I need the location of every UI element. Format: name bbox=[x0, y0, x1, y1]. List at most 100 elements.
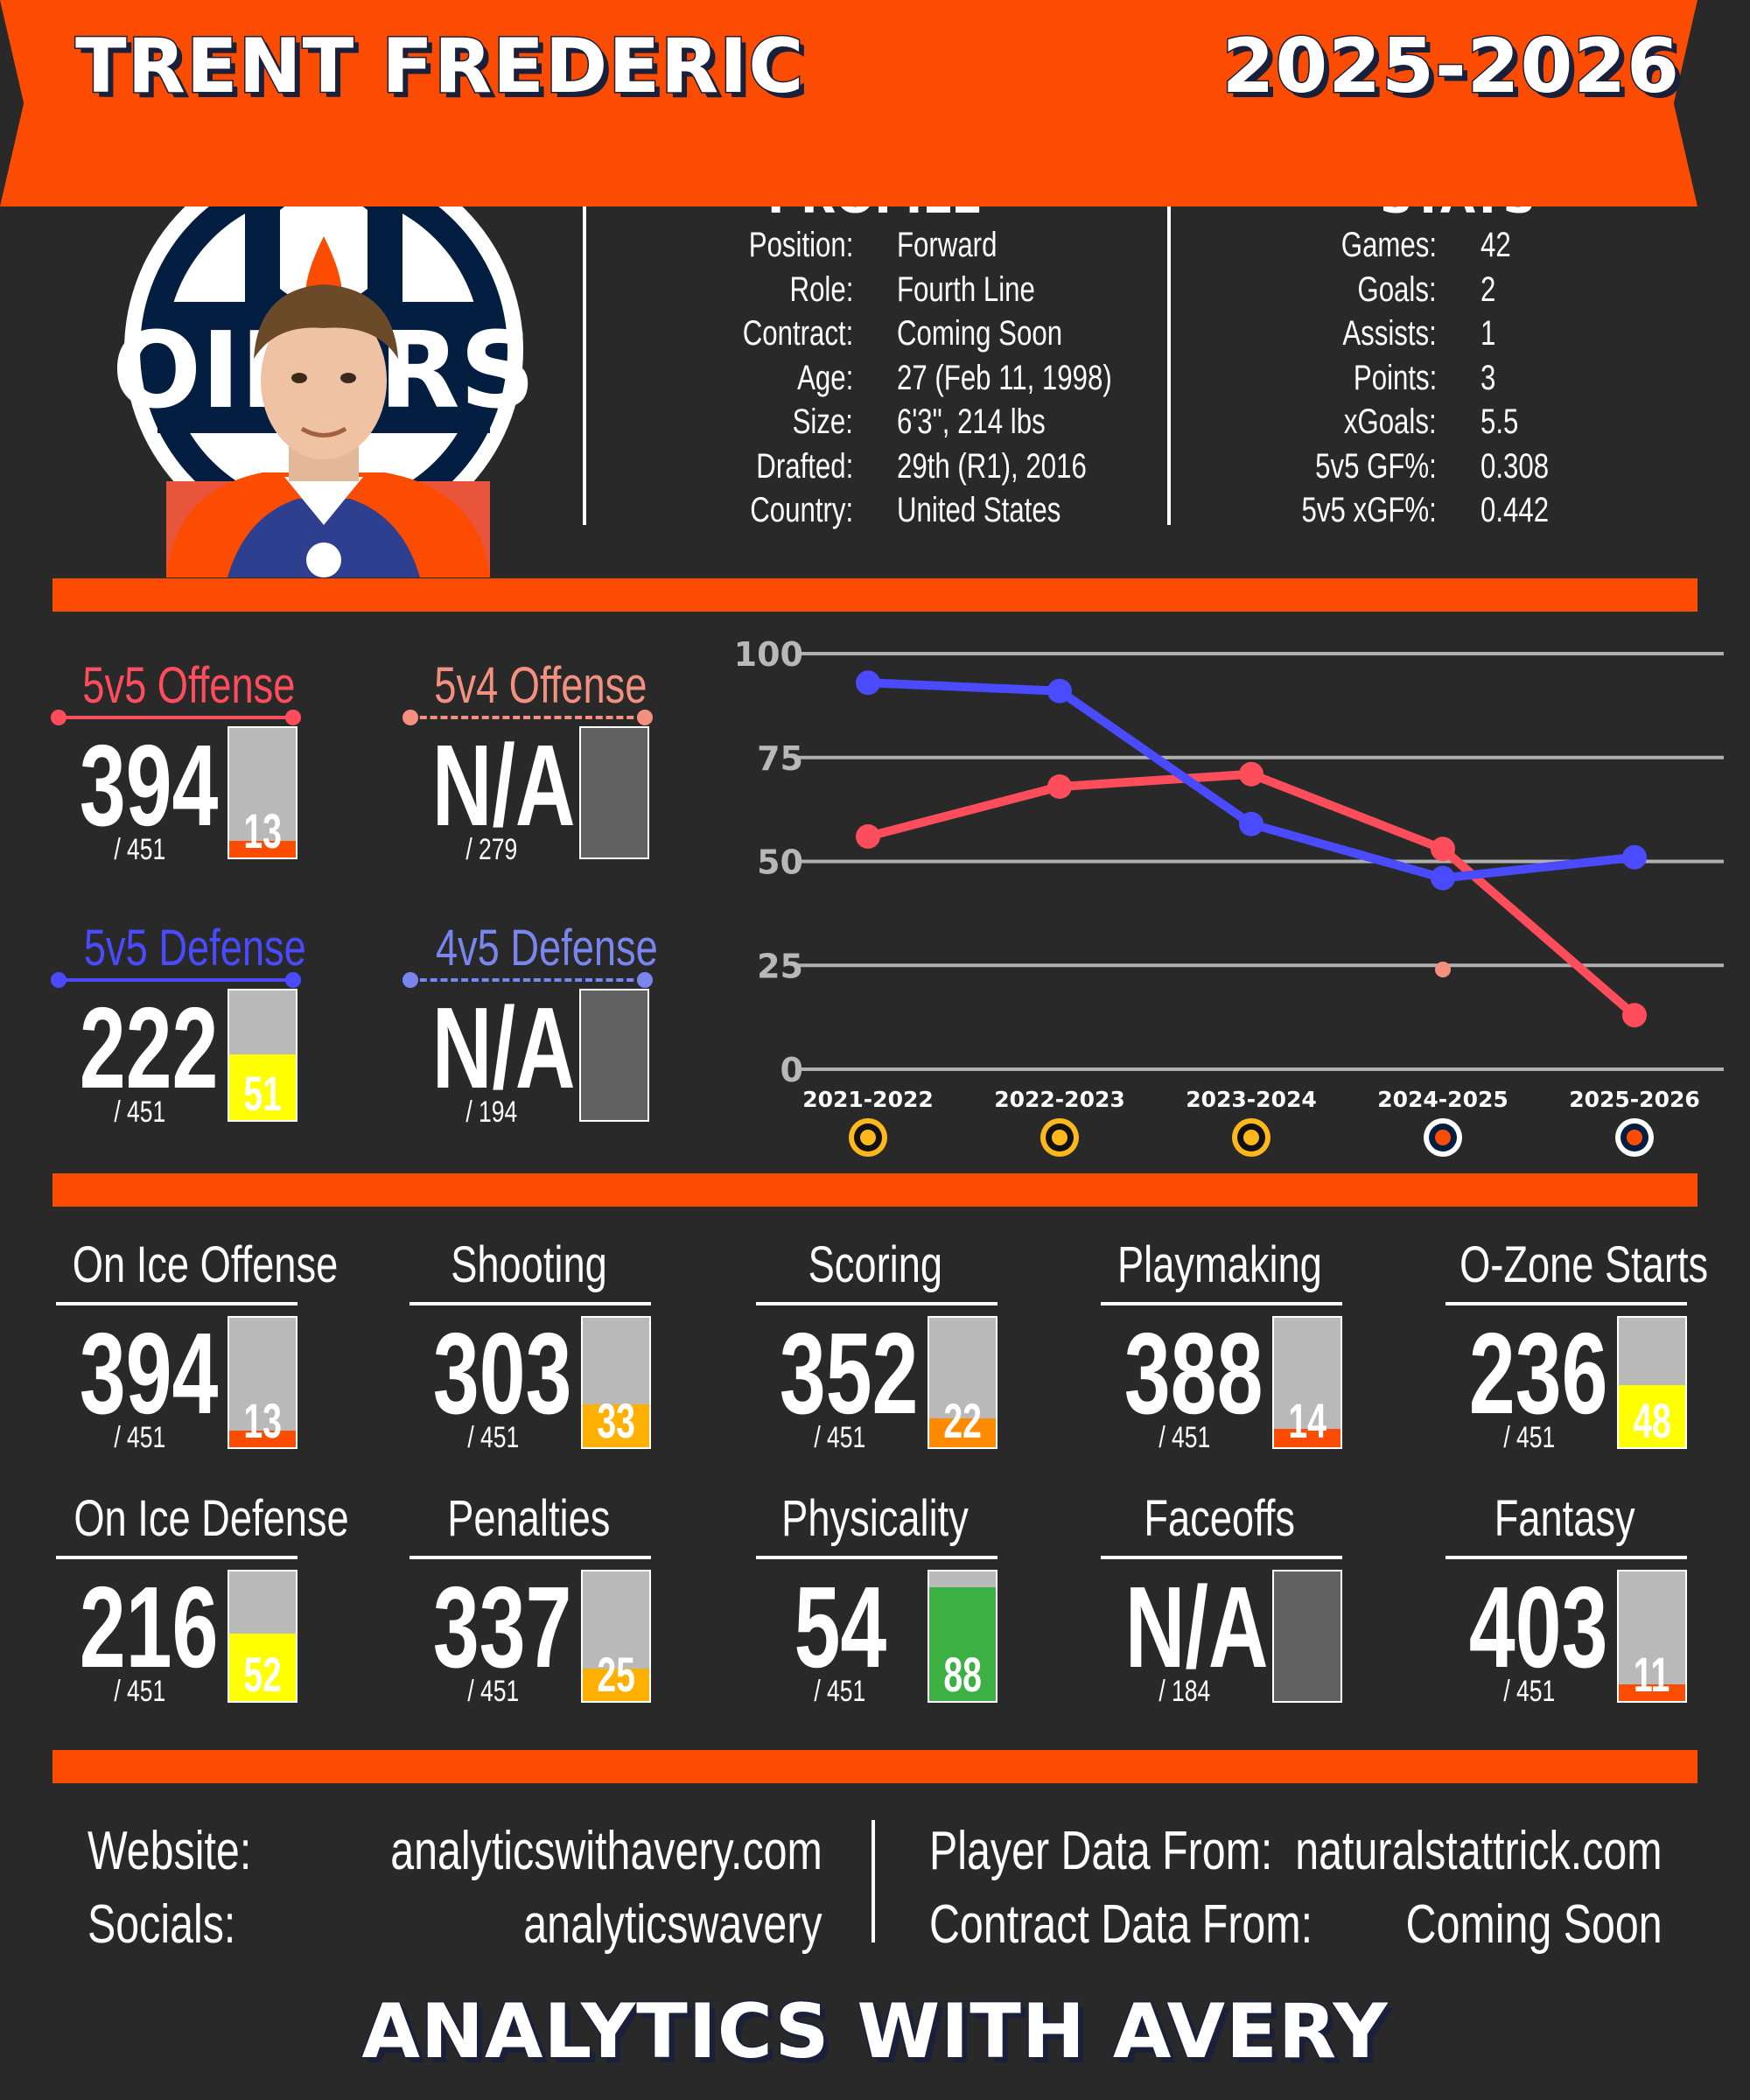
category-title: On Ice Offense bbox=[72, 1236, 339, 1293]
underline-dot bbox=[402, 710, 418, 725]
category-rank: N/A bbox=[1124, 1563, 1269, 1691]
category-denominator: / 451 bbox=[467, 1421, 520, 1454]
category-underline bbox=[1446, 1556, 1687, 1559]
percentile-bar: 11 bbox=[1617, 1570, 1687, 1703]
percentile-value: 11 bbox=[1634, 1647, 1670, 1702]
stat-value: 1 bbox=[1480, 314, 1496, 353]
profile-value: 27 (Feb 11, 1998) bbox=[897, 358, 1112, 397]
category-title: Shooting bbox=[450, 1236, 607, 1293]
percentile-bar: 22 bbox=[928, 1316, 998, 1449]
situational-title: 5v5 Offense bbox=[82, 657, 296, 714]
x-tick-label: 2025-2026 bbox=[1569, 1087, 1700, 1112]
percentile-value: 14 bbox=[1288, 1393, 1326, 1448]
percentile-fill bbox=[229, 840, 296, 858]
category-rank: 236 bbox=[1468, 1309, 1608, 1438]
data-point bbox=[1239, 761, 1264, 787]
percentile-value: 22 bbox=[943, 1393, 982, 1448]
category-denominator: / 184 bbox=[1158, 1675, 1211, 1708]
percentile-fill bbox=[929, 1418, 996, 1447]
stat-label: Assists: bbox=[1342, 314, 1437, 353]
stat-label: 5v5 xGF%: bbox=[1301, 491, 1437, 529]
category-underline bbox=[410, 1302, 651, 1306]
underline-dot bbox=[51, 972, 66, 988]
data-point bbox=[1622, 844, 1647, 870]
profile-label: Contract: bbox=[742, 314, 853, 353]
profile-value: Fourth Line bbox=[897, 270, 1035, 309]
percentile-value: 48 bbox=[1633, 1393, 1671, 1448]
category-underline bbox=[756, 1302, 998, 1306]
stat-value: 0.308 bbox=[1480, 446, 1550, 486]
oilers-logo-icon bbox=[1615, 1118, 1654, 1157]
data-point bbox=[1435, 962, 1451, 977]
separator-bar bbox=[52, 1173, 1698, 1207]
situational-rank: N/A bbox=[431, 721, 576, 850]
category-denominator: / 451 bbox=[1158, 1421, 1211, 1454]
situational-rank: 222 bbox=[79, 984, 219, 1112]
percentile-bar: 13 bbox=[228, 1316, 298, 1449]
percentile-fill bbox=[229, 1054, 296, 1120]
situational-denominator: / 451 bbox=[114, 833, 166, 866]
percentile-value: 52 bbox=[243, 1647, 282, 1702]
stat-label: Goals: bbox=[1357, 270, 1437, 309]
separator-bar bbox=[52, 578, 1698, 612]
data-point bbox=[856, 670, 880, 696]
team-logo: OILERS bbox=[112, 150, 536, 578]
percentile-bar bbox=[1272, 1570, 1342, 1703]
oilers-logo-icon bbox=[1424, 1118, 1462, 1157]
category-rank: 388 bbox=[1124, 1309, 1264, 1438]
category-rank: 54 bbox=[794, 1563, 886, 1691]
stat-label: Games: bbox=[1340, 226, 1437, 264]
separator-bar bbox=[52, 1750, 1698, 1783]
player-data-source[interactable]: naturalstattrick.com bbox=[1295, 1821, 1662, 1881]
bruins-logo-icon bbox=[1232, 1118, 1270, 1157]
socials-handle[interactable]: analyticswavery bbox=[523, 1894, 822, 1955]
season-label: 2025-2026 bbox=[1221, 22, 1680, 112]
percentile-fill bbox=[229, 1430, 296, 1447]
category-title: Playmaking bbox=[1117, 1236, 1322, 1293]
situational-title: 5v5 Defense bbox=[83, 920, 306, 976]
situational-denominator: / 194 bbox=[466, 1096, 518, 1129]
percentile-fill bbox=[929, 1586, 996, 1701]
percentile-value: 13 bbox=[243, 803, 282, 858]
category-underline bbox=[56, 1302, 298, 1306]
percentile-value: 13 bbox=[243, 1393, 282, 1448]
category-rank: 394 bbox=[79, 1309, 219, 1438]
percentile-bar: 48 bbox=[1617, 1316, 1687, 1449]
data-point bbox=[1047, 678, 1072, 704]
x-tick-label: 2024-2025 bbox=[1377, 1087, 1508, 1112]
data-point bbox=[1431, 865, 1455, 891]
percentile-bar: 52 bbox=[228, 1570, 298, 1703]
divider bbox=[872, 1820, 875, 1942]
player-name: TRENT FREDERIC bbox=[74, 22, 805, 112]
category-rank: 337 bbox=[432, 1563, 572, 1691]
situational-title: 5v4 Offense bbox=[434, 657, 648, 714]
website-label: Website: bbox=[88, 1821, 252, 1881]
category-denominator: / 451 bbox=[114, 1421, 166, 1454]
percentile-fill bbox=[583, 1669, 649, 1701]
contract-data-label: Contract Data From: bbox=[929, 1894, 1313, 1955]
brand-title: ANALYTICS WITH AVERY bbox=[360, 1987, 1389, 2077]
stat-value: 3 bbox=[1480, 358, 1496, 397]
data-point bbox=[1239, 811, 1264, 836]
y-tick-label: 100 bbox=[734, 635, 803, 674]
percentile-bar: 51 bbox=[228, 989, 298, 1122]
category-title: Faceoffs bbox=[1144, 1490, 1296, 1547]
category-rank: 403 bbox=[1468, 1563, 1608, 1691]
stat-value: 42 bbox=[1480, 226, 1511, 264]
percentile-bar: 33 bbox=[581, 1316, 651, 1449]
situational-denominator: / 279 bbox=[466, 833, 518, 866]
percentile-value: 51 bbox=[243, 1066, 282, 1121]
website-link[interactable]: analyticswithavery.com bbox=[390, 1821, 822, 1881]
contract-data-source: Coming Soon bbox=[1405, 1894, 1662, 1955]
category-rank: 352 bbox=[779, 1309, 919, 1438]
stat-label: Points: bbox=[1353, 358, 1437, 397]
situational-title: 4v5 Defense bbox=[435, 920, 658, 976]
category-underline bbox=[1101, 1556, 1342, 1559]
series-line bbox=[866, 769, 1638, 1019]
situational-rank: N/A bbox=[431, 984, 576, 1112]
stat-label: 5v5 GF%: bbox=[1315, 446, 1437, 486]
y-tick-label: 0 bbox=[780, 1051, 803, 1089]
underline-dot bbox=[402, 972, 418, 988]
category-underline bbox=[1101, 1302, 1342, 1306]
percentile-fill bbox=[1619, 1384, 1685, 1447]
